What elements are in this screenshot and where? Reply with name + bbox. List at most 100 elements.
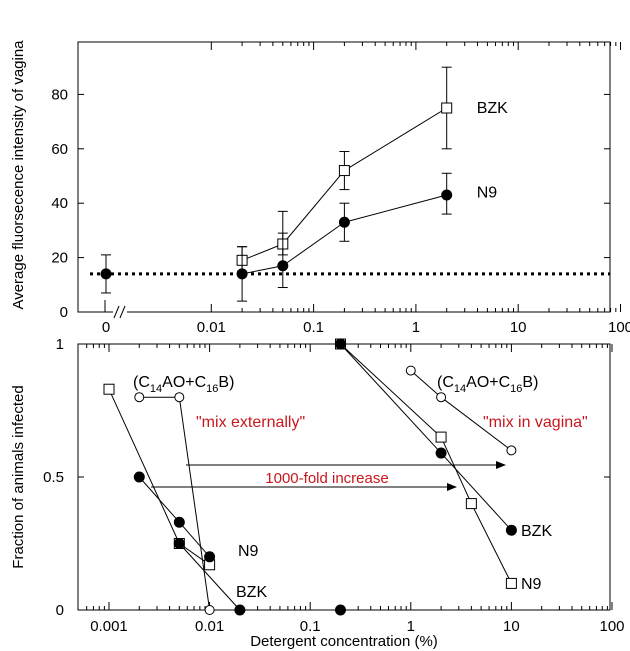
- y-tick-label: 0: [56, 602, 64, 619]
- series-label-bzk: BZK: [477, 100, 508, 117]
- bottom-y-ticks: 00.51: [43, 336, 610, 619]
- x-tick-label: 100: [608, 319, 630, 336]
- x-tick-label: 0.01: [195, 618, 224, 635]
- compound-left-sub1: 14: [150, 383, 162, 395]
- series-line-segment: [410, 370, 442, 398]
- y-tick-label: 1: [56, 336, 64, 353]
- x-tick-label: 0: [102, 319, 110, 336]
- data-point: [441, 189, 453, 201]
- label-n9-left: N9: [238, 543, 259, 560]
- compound-label-left: (C14AO+C16B): [133, 374, 234, 395]
- compound-left-pre: (C: [133, 374, 150, 391]
- compound-right-post: B): [522, 374, 538, 391]
- series-line-segment: [282, 221, 345, 267]
- y-tick-label: 60: [51, 141, 68, 158]
- series-line-segment: [241, 243, 283, 261]
- top-y-axis-label: Average fluorsecence intensity of vagina: [10, 40, 27, 310]
- bottom-series-2: [173, 538, 246, 616]
- data-point: [334, 338, 346, 350]
- data-point: [465, 498, 477, 510]
- data-point: [173, 538, 185, 549]
- bottom-x-axis-label: Detergent concentration (%): [250, 633, 438, 650]
- bottom-series-3: [134, 392, 215, 615]
- data-point: [334, 604, 346, 616]
- bottom-y-axis-label: Fraction of animals infected: [10, 385, 27, 568]
- compound-left-mid: AO+C: [162, 374, 206, 391]
- axis-break-marker: [104, 300, 127, 319]
- y-tick-label: 20: [51, 250, 68, 267]
- series-line-segment: [440, 452, 512, 531]
- data-point: [234, 604, 246, 616]
- compound-label-right: (C14AO+C16B): [437, 374, 538, 395]
- bottom-series-1: [133, 471, 216, 563]
- top-plot-marks: [100, 66, 453, 302]
- y-tick-label: 80: [51, 86, 68, 103]
- bottom-plot-marks: [103, 338, 517, 616]
- series-line-segment: [440, 396, 512, 451]
- increase-annotation: 1000-fold increase: [265, 470, 388, 487]
- series-label-n9: N9: [477, 184, 498, 201]
- data-point: [505, 577, 517, 589]
- y-tick-label: 40: [51, 195, 68, 212]
- top-x-ticks: 0 0.01 0.1 1 10 100: [102, 42, 630, 336]
- data-point: [204, 551, 216, 563]
- top-y-ticks: 0 20 40 60 80: [51, 86, 610, 321]
- x-tick-label: 10: [503, 618, 520, 635]
- data-point: [173, 516, 185, 528]
- series-line-segment: [344, 107, 447, 171]
- series-line-segment: [340, 343, 442, 454]
- series-line-segment: [178, 397, 211, 611]
- series-line-segment: [108, 389, 180, 544]
- x-tick-label: 10: [510, 319, 527, 336]
- compound-left-post: B): [218, 374, 234, 391]
- series-line-segment: [178, 543, 241, 611]
- mix-externally-annotation: "mix externally": [196, 414, 305, 431]
- mix-in-vagina-annotation: "mix in vagina": [483, 414, 588, 431]
- top-series-n9: [100, 172, 453, 302]
- series-line-segment: [241, 265, 283, 275]
- label-n9-right: N9: [521, 576, 542, 593]
- x-tick-label: 0.1: [303, 319, 324, 336]
- x-tick-label: 0.01: [197, 319, 226, 336]
- data-point: [505, 524, 517, 536]
- data-point: [100, 268, 112, 280]
- data-point: [506, 445, 517, 456]
- series-line-segment: [470, 503, 512, 584]
- x-tick-label: 0.1: [300, 618, 321, 635]
- x-tick-label: 100: [599, 618, 624, 635]
- compound-left-sub2: 16: [206, 383, 218, 395]
- compound-right-pre: (C: [437, 374, 454, 391]
- x-tick-label: 0.001: [90, 618, 128, 635]
- bottom-series-6: [334, 338, 517, 536]
- bottom-series-7: [405, 365, 517, 456]
- data-point: [435, 447, 447, 459]
- data-point: [338, 216, 350, 228]
- data-point: [441, 102, 453, 114]
- data-point: [134, 392, 145, 403]
- x-tick-label: 1: [412, 319, 420, 336]
- data-point: [236, 268, 248, 280]
- y-tick-label: 0.5: [43, 469, 64, 486]
- data-point: [174, 392, 185, 403]
- data-point: [436, 392, 447, 403]
- y-tick-label: 0: [60, 304, 68, 321]
- data-point: [103, 383, 115, 395]
- top-chart: 0 20 40 60 80 0 0.01 0.1 1 10 100 Average fluorse…: [10, 40, 630, 336]
- series-line-segment: [178, 521, 210, 558]
- label-bzk-right: BZK: [521, 523, 552, 540]
- series-line-segment: [282, 170, 345, 245]
- compound-right-sub1: 14: [454, 383, 466, 395]
- compound-right-sub2: 16: [510, 383, 522, 395]
- series-line-segment: [344, 194, 447, 223]
- label-bzk-left: BZK: [236, 584, 267, 601]
- bottom-series-0: [103, 383, 216, 571]
- data-point: [338, 165, 350, 177]
- bottom-series-4: [334, 604, 346, 616]
- data-point: [435, 431, 447, 443]
- bottom-chart: 00.51 0.001 0.01 0.1 1 10 100 Fraction of ani…: [10, 336, 625, 650]
- series-line-segment: [138, 476, 180, 523]
- data-point: [133, 471, 145, 483]
- x-tick-label: 1: [407, 618, 415, 635]
- bottom-x-ticks: 0.001 0.01 0.1 1 10 100: [86, 344, 625, 635]
